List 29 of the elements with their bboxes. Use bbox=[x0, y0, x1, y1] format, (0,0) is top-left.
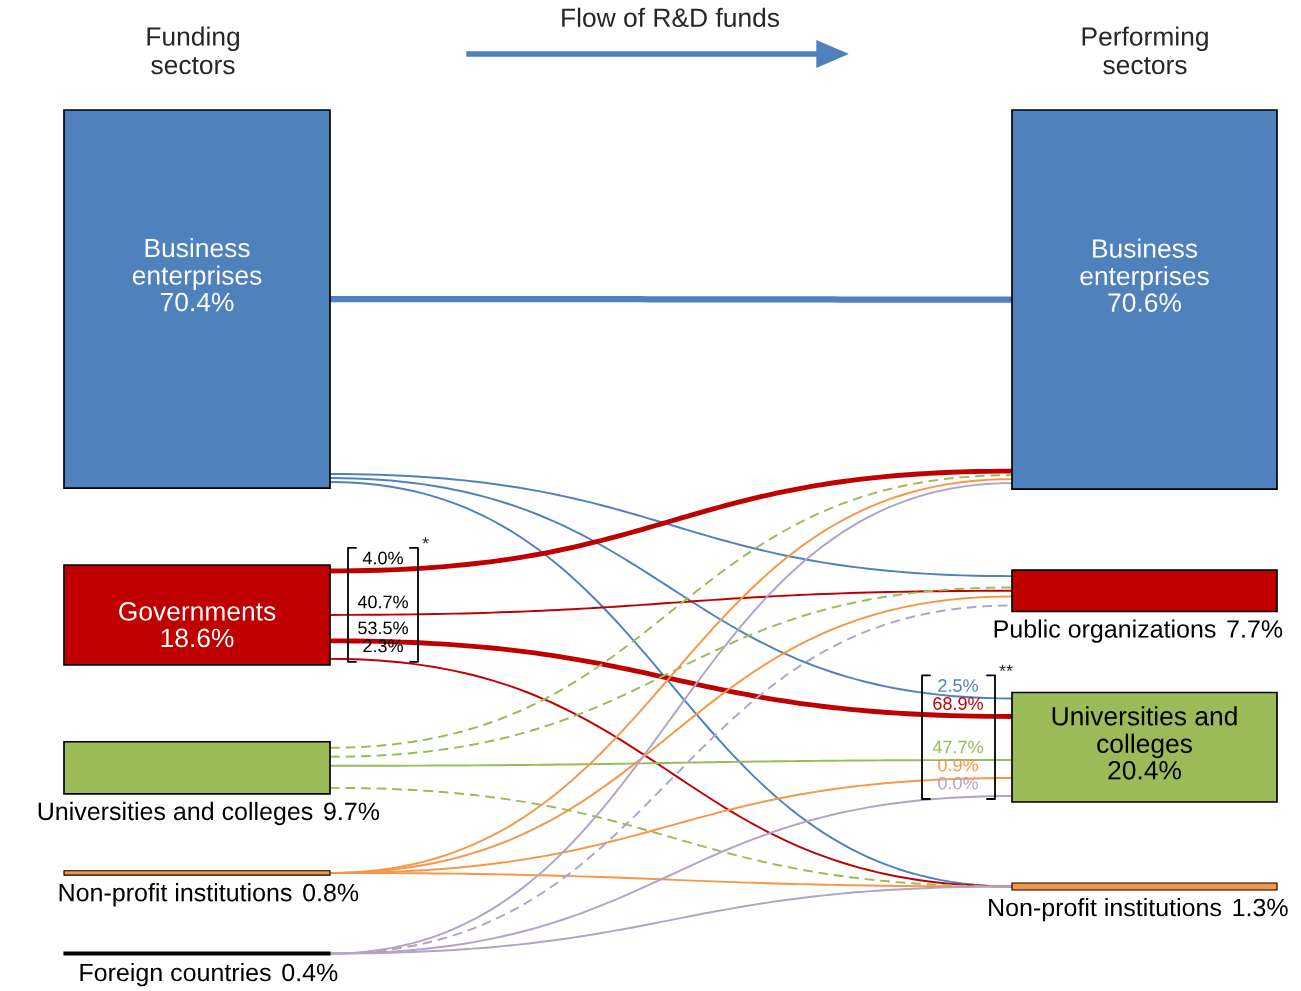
category-label: Universities and colleges bbox=[38, 801, 313, 826]
data-label: 0.4% bbox=[282, 963, 338, 982]
category-label: Foreign countries bbox=[80, 963, 271, 987]
text: 40.7% bbox=[357, 595, 408, 609]
text: 0.9% bbox=[938, 758, 978, 772]
series-label: Funding sectors bbox=[147, 26, 239, 75]
data-label: 70.4% bbox=[160, 292, 234, 312]
data-label: 20.4% bbox=[1108, 760, 1181, 780]
data-label: 9.7% bbox=[324, 802, 380, 821]
category-label: Public organizations bbox=[994, 619, 1216, 643]
data-label: 0.8% bbox=[303, 883, 359, 902]
category-label: Universities and colleges bbox=[1052, 706, 1237, 759]
series-label: Performing sectors bbox=[1082, 26, 1208, 75]
text: ** bbox=[999, 664, 1013, 672]
text: 68.9% bbox=[933, 697, 983, 710]
data-label: 1.3% bbox=[1233, 898, 1288, 917]
category-label: Business enterprises bbox=[1080, 238, 1209, 291]
text: 0.0% bbox=[938, 776, 978, 790]
text: 2.5% bbox=[938, 679, 978, 692]
category-label: Non-profit institutions bbox=[59, 883, 292, 907]
data-label: 18.6% bbox=[161, 628, 234, 648]
category-label: Non-profit institutions bbox=[989, 898, 1222, 922]
data-label: 7.7% bbox=[1227, 620, 1283, 638]
text: 53.5% bbox=[358, 621, 408, 635]
text: Flow of R&D funds bbox=[562, 7, 780, 28]
category-label: Governments bbox=[119, 602, 276, 621]
text: 47.7% bbox=[932, 740, 983, 754]
category-label: Business enterprises bbox=[132, 237, 262, 291]
data-label: 70.6% bbox=[1108, 293, 1181, 312]
